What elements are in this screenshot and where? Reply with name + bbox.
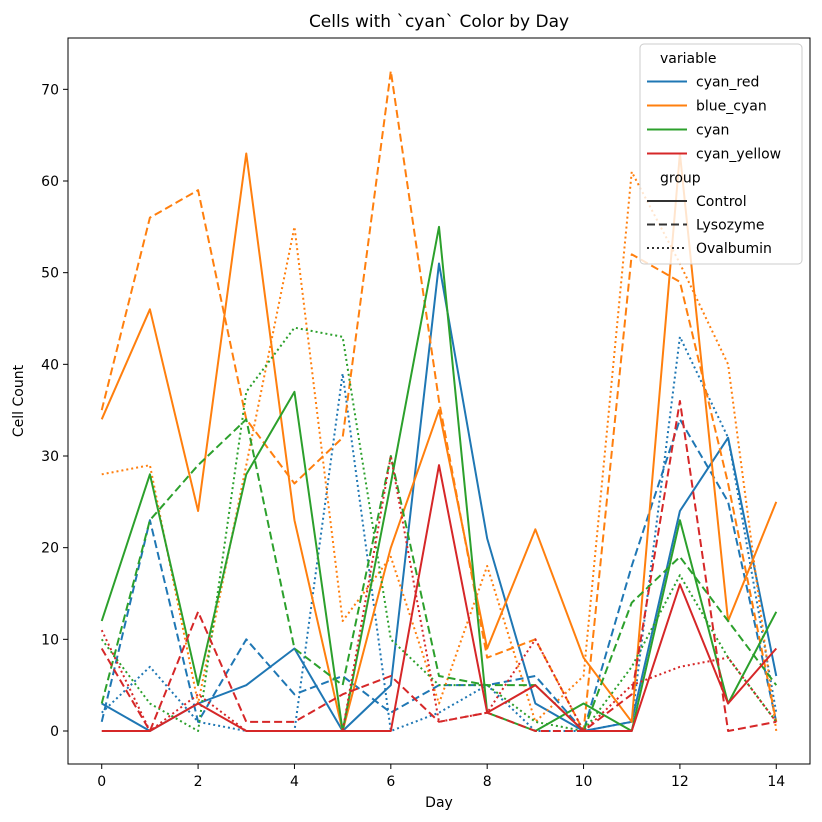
series-line-blue-cyan-control — [100, 152, 778, 732]
legend-title-group: group — [660, 171, 701, 187]
legend-label-blue-cyan: blue_cyan — [696, 99, 767, 115]
plot-frame — [67, 37, 811, 765]
y-tick-label: 30 — [41, 449, 59, 465]
legend-label-cyan-yellow: cyan_yellow — [696, 147, 781, 163]
x-axis: 0 2 4 6 8 10 12 14 — [97, 764, 785, 790]
series-line-cyan-lysozyme — [100, 418, 778, 732]
y-tick-label: 0 — [50, 724, 59, 740]
series-line-cyan-yellow-control — [101, 464, 778, 732]
y-tick-label: 40 — [41, 357, 59, 373]
legend-label-control: Control — [696, 194, 747, 210]
legend-box — [639, 43, 803, 265]
legend-label-ovalbumin: Ovalbumin — [696, 241, 772, 257]
series-line-blue-cyan-lysozyme — [100, 70, 778, 732]
y-tick-label: 50 — [41, 266, 59, 282]
y-tick-label: 70 — [41, 82, 59, 98]
legend-label-cyan-red: cyan_red — [696, 75, 759, 91]
x-tick-label: 6 — [386, 774, 395, 790]
x-tick-label: 8 — [483, 774, 492, 790]
series-line-cyan-yellow-ovalbumin — [100, 455, 778, 732]
x-axis-label: Day — [425, 795, 453, 811]
y-axis: 0 10 20 30 40 50 60 70 — [41, 82, 68, 740]
legend-title-variable: variable — [660, 51, 716, 67]
series-line-cyan-ovalbumin — [100, 326, 778, 732]
x-tick-label: 10 — [575, 774, 593, 790]
y-tick-label: 20 — [41, 541, 59, 557]
legend-label-lysozyme: Lysozyme — [696, 218, 765, 234]
x-tick-label: 2 — [194, 774, 203, 790]
x-tick-label: 12 — [671, 774, 689, 790]
series-line-cyan-yellow-lysozyme — [100, 400, 777, 732]
x-tick-label: 0 — [97, 774, 106, 790]
y-tick-label: 10 — [41, 632, 59, 648]
legend-label-cyan: cyan — [696, 123, 729, 139]
x-tick-label: 4 — [290, 774, 299, 790]
series-line-cyan-control — [100, 225, 778, 732]
y-tick-label: 60 — [41, 174, 59, 190]
x-tick-label: 14 — [767, 774, 785, 790]
chart-title: Cells with `cyan` Color by Day — [309, 12, 569, 32]
y-axis-label: Cell Count — [11, 364, 27, 437]
series-line-cyan-red-control — [101, 262, 778, 732]
series-line-cyan-red-ovalbumin — [101, 335, 778, 732]
